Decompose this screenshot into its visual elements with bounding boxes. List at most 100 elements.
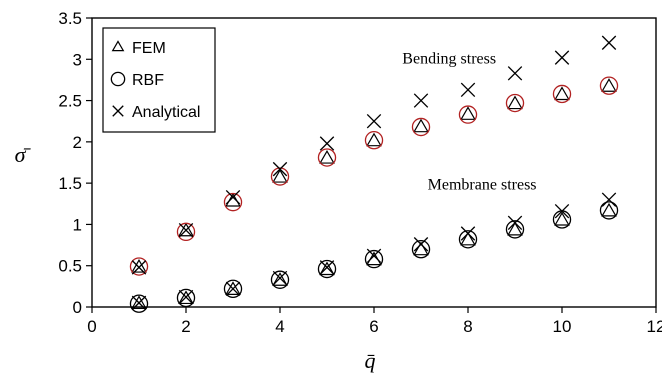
cross-point xyxy=(413,237,429,252)
cross-stroke xyxy=(460,82,476,98)
circle-point xyxy=(599,201,619,220)
triangle-point xyxy=(319,261,335,276)
cross-stroke xyxy=(225,281,241,297)
cross-stroke xyxy=(272,161,288,177)
cross-point xyxy=(131,260,147,275)
cross-stroke xyxy=(272,270,288,286)
triangle-point xyxy=(178,222,194,237)
cross-stroke xyxy=(178,289,194,305)
triangle-point xyxy=(601,202,617,217)
x-tick-label: 8 xyxy=(463,317,472,336)
cross-point xyxy=(178,222,194,238)
cross-stroke xyxy=(554,50,570,65)
circle-point xyxy=(552,84,572,104)
cross-point xyxy=(178,289,194,305)
triangle-point xyxy=(366,251,382,266)
circle-point xyxy=(270,167,290,186)
series-annotation: Bending stress xyxy=(402,50,496,67)
legend-label: FEM xyxy=(132,40,166,57)
triangle-point xyxy=(413,241,429,256)
legend: FEM RBF Analytical xyxy=(102,27,216,133)
legend-cross-icon xyxy=(112,105,124,117)
cross-stroke xyxy=(460,226,476,241)
cross-point xyxy=(272,161,288,177)
x-tick-label: 2 xyxy=(181,317,190,336)
cross-point xyxy=(131,295,147,311)
y-tick-label: 0.5 xyxy=(58,257,82,276)
x-tick-label: 10 xyxy=(553,317,572,336)
y-tick-label: 1 xyxy=(73,215,82,234)
triangle-point xyxy=(272,168,288,183)
cross-point xyxy=(554,50,570,65)
y-tick-label: 3.5 xyxy=(58,9,82,28)
triangle-point xyxy=(507,221,523,236)
cross-point xyxy=(366,248,382,264)
cross-stroke xyxy=(225,189,241,205)
cross-stroke xyxy=(601,35,617,50)
circle-point xyxy=(176,288,196,308)
cross-point xyxy=(554,204,570,219)
annotations: Bending stress Membrane stress xyxy=(402,50,536,193)
circle-point xyxy=(411,117,431,137)
circle-point xyxy=(129,294,149,313)
cross-stroke xyxy=(413,93,429,108)
circle-point xyxy=(129,257,149,276)
triangle-point xyxy=(319,149,335,164)
y-tick-label: 3 xyxy=(73,50,82,69)
x-tick-label: 4 xyxy=(275,317,284,336)
y-tick-label: 1.5 xyxy=(58,174,82,193)
cross-point xyxy=(507,215,523,230)
legend-circle-icon xyxy=(110,71,126,87)
y-tick-label: 2 xyxy=(73,133,82,152)
cross-point xyxy=(460,226,476,241)
cross-stroke xyxy=(507,215,523,230)
circle-point xyxy=(223,279,243,299)
circle-point xyxy=(505,220,525,239)
cross-stroke xyxy=(507,66,523,81)
triangle-point xyxy=(272,272,288,286)
cross-stroke xyxy=(319,136,335,151)
cross-point xyxy=(225,281,241,297)
cross-stroke xyxy=(601,192,617,207)
cross-stroke xyxy=(319,260,335,275)
triangle-point xyxy=(366,132,382,147)
cross-point xyxy=(507,66,523,81)
triangle-point xyxy=(507,95,523,110)
x-tick-label: 0 xyxy=(87,317,96,336)
cross-stroke xyxy=(366,248,382,264)
cross-point xyxy=(413,93,429,108)
circle-point xyxy=(364,249,384,269)
circle-point xyxy=(223,192,243,212)
legend-label: Analytical xyxy=(132,104,200,121)
x-tick-label: 6 xyxy=(369,317,378,336)
triangle-point xyxy=(131,295,147,309)
cross-point xyxy=(366,114,382,129)
cross-point xyxy=(225,189,241,205)
y-axis-label: σ̄ xyxy=(15,142,32,167)
x-axis-label: q̄ xyxy=(365,348,376,373)
triangle-point xyxy=(554,86,570,101)
cross-stroke xyxy=(131,295,147,311)
circle-point xyxy=(364,131,384,150)
circle-point xyxy=(458,105,478,124)
cross-point xyxy=(319,260,335,275)
triangle-point xyxy=(554,211,570,226)
cross-stroke xyxy=(178,222,194,238)
x-tick-label: 12 xyxy=(647,317,662,336)
triangle-point xyxy=(601,78,617,92)
circle-point xyxy=(317,259,337,279)
cross-point xyxy=(601,35,617,50)
cross-stroke xyxy=(366,114,382,129)
legend-triangle-icon xyxy=(111,40,125,52)
y-tick-label: 0 xyxy=(73,298,82,317)
data-marks xyxy=(129,35,619,313)
series-annotation: Membrane stress xyxy=(428,177,537,194)
triangle-point xyxy=(131,258,147,273)
tick-labels: 0 2 4 6 8 10 12 0 0.5 1 1.5 2 2.5 3 3.5 xyxy=(58,9,662,336)
cross-stroke xyxy=(112,105,124,117)
circle-point xyxy=(505,93,525,113)
cross-point xyxy=(319,136,335,151)
cross-point xyxy=(601,192,617,207)
cross-point xyxy=(272,270,288,286)
